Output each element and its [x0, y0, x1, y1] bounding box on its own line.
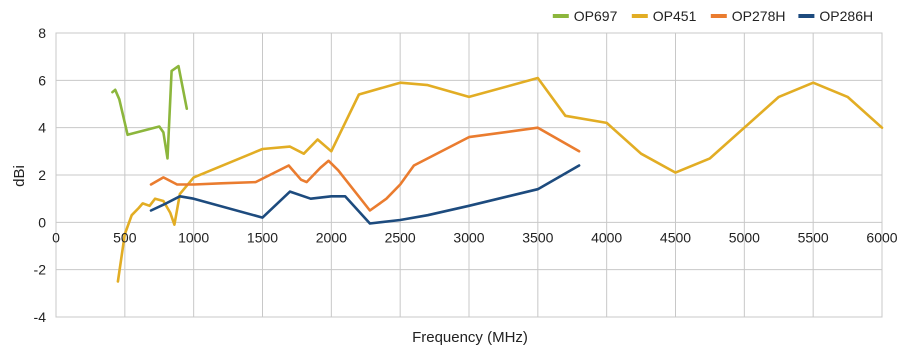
x-tick-label: 4000	[591, 229, 622, 245]
y-axis-title: dBi	[11, 165, 28, 187]
x-tick-label: 1000	[178, 229, 209, 245]
legend: OP697 OP451 OP278H OP286H	[553, 8, 873, 24]
y-tick-label: 0	[38, 214, 46, 230]
legend-label-op697: OP697	[574, 8, 618, 24]
y-tick-label: 6	[38, 72, 46, 88]
series-lines	[112, 66, 882, 281]
legend-label-op278h: OP278H	[732, 8, 786, 24]
x-tick-label: 6000	[866, 229, 897, 245]
x-tick-label: 5000	[729, 229, 760, 245]
x-tick-label: 4500	[660, 229, 691, 245]
x-tick-label: 5500	[798, 229, 829, 245]
x-tick-label: 3500	[522, 229, 553, 245]
x-tick-label: 2500	[385, 229, 416, 245]
y-tick-label: -2	[34, 262, 47, 278]
x-tick-label: 500	[113, 229, 137, 245]
y-tick-label: 4	[38, 120, 46, 136]
x-axis-ticks: 0 500 1000 1500 2000 2500 3000 3500 4000 4500 5000…	[52, 229, 898, 245]
series-line-op286h	[151, 166, 579, 224]
y-tick-label: -4	[34, 309, 47, 325]
y-tick-label: 2	[38, 167, 46, 183]
x-tick-label: 3000	[453, 229, 484, 245]
x-tick-label: 1500	[247, 229, 278, 245]
series-line-op451	[118, 78, 882, 282]
legend-label-op286h: OP286H	[819, 8, 873, 24]
y-tick-label: 8	[38, 25, 46, 41]
x-axis-title: Frequency (MHz)	[412, 329, 528, 346]
x-tick-label: 2000	[316, 229, 347, 245]
x-tick-label: 0	[52, 229, 60, 245]
legend-label-op451: OP451	[653, 8, 697, 24]
y-axis-ticks: -4 -2 0 2 4 6 8	[34, 25, 47, 325]
